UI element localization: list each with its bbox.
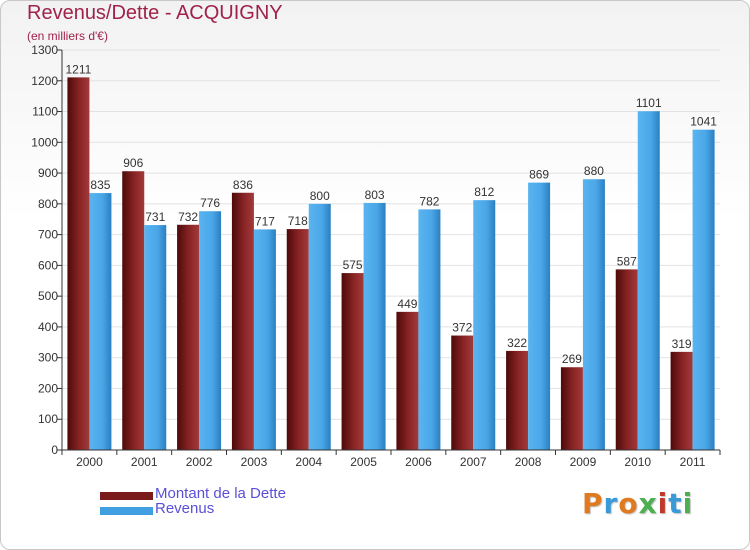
x-tick-label: 2009 — [570, 455, 597, 469]
x-tick-label: 2002 — [186, 455, 213, 469]
y-tick-label: 600 — [38, 258, 58, 272]
bar-debt — [560, 367, 583, 450]
x-tick-label: 2006 — [405, 455, 432, 469]
bar-revenue — [418, 209, 441, 450]
y-tick-label: 1200 — [31, 74, 58, 88]
bar-debt — [396, 311, 419, 450]
bar-revenue — [692, 129, 715, 450]
bar-revenue — [199, 211, 222, 450]
bar-debt — [341, 273, 364, 450]
y-tick-label: 700 — [38, 228, 58, 242]
data-label-debt: 836 — [233, 178, 253, 192]
y-tick-label: 1100 — [32, 105, 58, 119]
data-label-revenue: 1101 — [636, 96, 662, 110]
data-label-revenue: 803 — [365, 188, 385, 202]
x-tick-label: 2011 — [680, 455, 706, 469]
data-label-debt: 319 — [672, 337, 692, 351]
data-label-revenue: 869 — [529, 168, 549, 182]
legend-swatch-revenue — [100, 507, 153, 515]
bar-revenue — [363, 202, 386, 450]
y-tick-label: 100 — [38, 412, 58, 426]
logo-letter: r — [603, 487, 619, 520]
proxiti-logo: Proxiti — [582, 487, 693, 520]
bar-debt — [286, 229, 309, 450]
x-tick-label: 2003 — [241, 455, 268, 469]
logo-letter: P — [582, 487, 604, 520]
bar-revenue — [637, 111, 660, 450]
chart-subtitle: (en milliers d'€) — [27, 29, 108, 43]
bar-revenue — [144, 225, 167, 450]
y-tick-label: 500 — [38, 289, 58, 303]
data-label-revenue: 800 — [310, 189, 330, 203]
data-label-debt: 322 — [507, 336, 527, 350]
data-label-debt: 269 — [562, 352, 582, 366]
bar-debt — [122, 171, 145, 450]
logo-letter: t — [668, 487, 683, 520]
data-label-revenue: 776 — [200, 196, 220, 210]
bar-revenue — [473, 200, 496, 450]
x-tick-label: 2010 — [624, 455, 651, 469]
bar-revenue — [582, 179, 605, 450]
data-label-revenue: 717 — [255, 214, 275, 228]
data-label-debt: 1211 — [66, 62, 92, 76]
y-tick-label: 0 — [51, 443, 58, 457]
chart-title: Revenus/Dette - ACQUIGNY — [27, 2, 283, 24]
x-tick-label: 2001 — [131, 455, 158, 469]
bar-debt — [506, 350, 529, 450]
x-tick-label: 2004 — [295, 455, 322, 469]
bar-revenue — [528, 182, 551, 450]
bar-debt — [615, 269, 638, 450]
y-tick-label: 800 — [38, 197, 58, 211]
logo-letter: o — [618, 487, 639, 520]
logo-letter: x — [638, 487, 658, 520]
legend-label-revenue: Revenus — [155, 500, 215, 517]
data-label-debt: 732 — [178, 210, 198, 224]
data-label-revenue: 880 — [584, 164, 604, 178]
bar-debt — [231, 192, 254, 450]
bar-revenue — [308, 203, 331, 450]
data-label-revenue: 782 — [419, 194, 439, 208]
legend-label-debt: Montant de la Dette — [155, 485, 286, 502]
data-label-revenue: 731 — [145, 210, 165, 224]
data-label-revenue: 812 — [474, 185, 494, 199]
data-label-debt: 372 — [452, 321, 472, 335]
y-tick-label: 900 — [38, 166, 58, 180]
data-label-revenue: 835 — [90, 178, 110, 192]
legend-swatch-debt — [100, 492, 153, 500]
bar-debt — [670, 351, 693, 450]
data-label-revenue: 1041 — [690, 115, 717, 129]
logo-letter: i — [682, 487, 694, 520]
y-tick-label: 1300 — [31, 43, 58, 57]
bar-debt — [67, 77, 90, 450]
data-label-debt: 575 — [343, 258, 363, 272]
y-tick-label: 300 — [38, 351, 58, 365]
x-tick-label: 2005 — [350, 455, 377, 469]
y-tick-label: 1000 — [31, 135, 58, 149]
bar-revenue — [89, 193, 112, 451]
x-tick-label: 2007 — [460, 455, 487, 469]
y-tick-label: 200 — [38, 381, 58, 395]
data-label-debt: 906 — [123, 156, 143, 170]
x-tick-label: 2008 — [515, 455, 542, 469]
logo-letter: i — [657, 487, 669, 520]
bar-revenue — [253, 229, 276, 450]
data-label-debt: 449 — [397, 297, 417, 311]
x-tick-label: 2000 — [76, 455, 103, 469]
data-label-debt: 587 — [617, 254, 637, 268]
bar-debt — [451, 335, 474, 450]
y-tick-label: 400 — [38, 320, 58, 334]
bar-debt — [177, 224, 200, 450]
data-label-debt: 718 — [288, 214, 308, 228]
